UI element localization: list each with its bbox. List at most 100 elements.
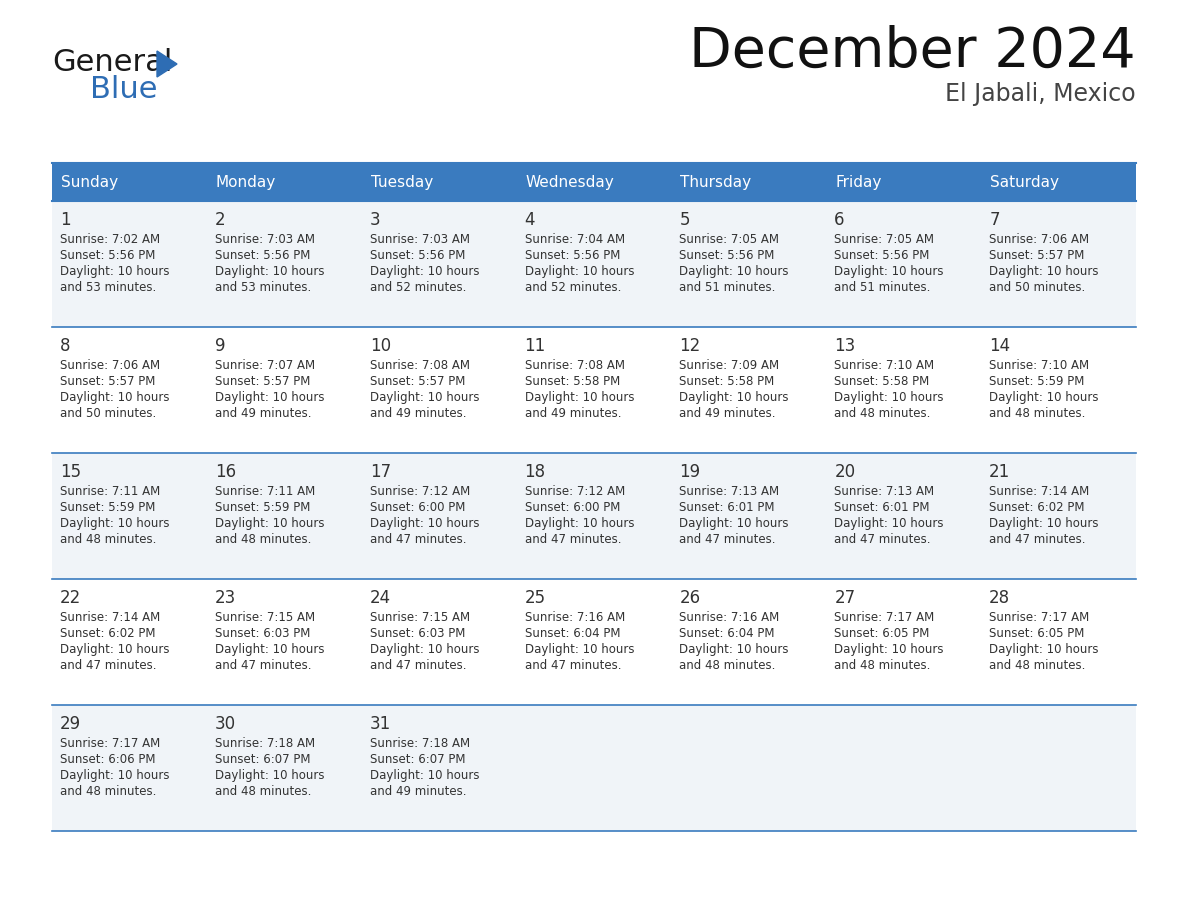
Text: and 48 minutes.: and 48 minutes. xyxy=(834,407,930,420)
Text: 11: 11 xyxy=(525,337,545,355)
Text: and 47 minutes.: and 47 minutes. xyxy=(369,533,466,546)
Text: Sunset: 5:56 PM: Sunset: 5:56 PM xyxy=(834,249,930,262)
Text: 20: 20 xyxy=(834,463,855,481)
Text: Sunset: 5:56 PM: Sunset: 5:56 PM xyxy=(369,249,465,262)
Bar xyxy=(361,579,517,705)
Bar xyxy=(827,327,981,453)
Text: Thursday: Thursday xyxy=(681,174,752,189)
Bar xyxy=(52,327,207,453)
Bar xyxy=(671,201,827,327)
Text: Daylight: 10 hours: Daylight: 10 hours xyxy=(834,265,943,278)
Bar xyxy=(671,705,827,831)
Bar xyxy=(517,579,671,705)
Bar xyxy=(671,163,827,201)
Text: and 48 minutes.: and 48 minutes. xyxy=(990,659,1086,672)
Text: Sunrise: 7:18 AM: Sunrise: 7:18 AM xyxy=(369,737,469,750)
Text: and 48 minutes.: and 48 minutes. xyxy=(215,533,311,546)
Text: Sunrise: 7:17 AM: Sunrise: 7:17 AM xyxy=(834,611,935,624)
Text: 5: 5 xyxy=(680,211,690,229)
Text: 3: 3 xyxy=(369,211,380,229)
Text: Sunrise: 7:15 AM: Sunrise: 7:15 AM xyxy=(215,611,315,624)
Bar xyxy=(827,163,981,201)
Text: Daylight: 10 hours: Daylight: 10 hours xyxy=(61,517,170,530)
Text: Sunrise: 7:18 AM: Sunrise: 7:18 AM xyxy=(215,737,315,750)
Text: Daylight: 10 hours: Daylight: 10 hours xyxy=(369,517,479,530)
Text: and 48 minutes.: and 48 minutes. xyxy=(61,533,157,546)
Text: Sunrise: 7:05 AM: Sunrise: 7:05 AM xyxy=(834,233,934,246)
Text: Sunset: 6:02 PM: Sunset: 6:02 PM xyxy=(61,627,156,640)
Bar xyxy=(827,453,981,579)
Bar xyxy=(361,201,517,327)
Text: Sunset: 6:03 PM: Sunset: 6:03 PM xyxy=(369,627,465,640)
Bar xyxy=(671,453,827,579)
Text: Sunrise: 7:03 AM: Sunrise: 7:03 AM xyxy=(369,233,469,246)
Text: Sunset: 6:04 PM: Sunset: 6:04 PM xyxy=(680,627,775,640)
Bar xyxy=(361,705,517,831)
Text: Daylight: 10 hours: Daylight: 10 hours xyxy=(834,643,943,656)
Bar xyxy=(981,705,1136,831)
Text: 15: 15 xyxy=(61,463,81,481)
Text: 7: 7 xyxy=(990,211,999,229)
Text: Daylight: 10 hours: Daylight: 10 hours xyxy=(525,643,634,656)
Bar xyxy=(981,453,1136,579)
Text: Sunrise: 7:04 AM: Sunrise: 7:04 AM xyxy=(525,233,625,246)
Text: Sunrise: 7:14 AM: Sunrise: 7:14 AM xyxy=(990,485,1089,498)
Text: Sunset: 5:58 PM: Sunset: 5:58 PM xyxy=(834,375,929,388)
Text: Daylight: 10 hours: Daylight: 10 hours xyxy=(525,265,634,278)
Text: Sunset: 6:01 PM: Sunset: 6:01 PM xyxy=(834,501,930,514)
Text: 22: 22 xyxy=(61,589,81,607)
Bar xyxy=(52,579,207,705)
Text: Sunset: 5:56 PM: Sunset: 5:56 PM xyxy=(215,249,310,262)
Text: and 52 minutes.: and 52 minutes. xyxy=(525,281,621,294)
Text: 14: 14 xyxy=(990,337,1010,355)
Text: 13: 13 xyxy=(834,337,855,355)
Text: Daylight: 10 hours: Daylight: 10 hours xyxy=(990,643,1099,656)
Bar xyxy=(517,327,671,453)
Text: Saturday: Saturday xyxy=(990,174,1060,189)
Text: and 53 minutes.: and 53 minutes. xyxy=(215,281,311,294)
Text: Sunrise: 7:09 AM: Sunrise: 7:09 AM xyxy=(680,359,779,372)
Text: Friday: Friday xyxy=(835,174,881,189)
Text: and 48 minutes.: and 48 minutes. xyxy=(680,659,776,672)
Text: Sunset: 5:59 PM: Sunset: 5:59 PM xyxy=(61,501,156,514)
Text: Sunrise: 7:14 AM: Sunrise: 7:14 AM xyxy=(61,611,160,624)
Text: 29: 29 xyxy=(61,715,81,733)
Text: Sunset: 5:56 PM: Sunset: 5:56 PM xyxy=(525,249,620,262)
Bar xyxy=(671,579,827,705)
Text: Daylight: 10 hours: Daylight: 10 hours xyxy=(834,517,943,530)
Text: Daylight: 10 hours: Daylight: 10 hours xyxy=(680,265,789,278)
Text: Sunset: 5:56 PM: Sunset: 5:56 PM xyxy=(61,249,156,262)
Text: Sunrise: 7:08 AM: Sunrise: 7:08 AM xyxy=(525,359,625,372)
Text: Sunrise: 7:06 AM: Sunrise: 7:06 AM xyxy=(61,359,160,372)
Bar xyxy=(981,201,1136,327)
Text: 1: 1 xyxy=(61,211,70,229)
Bar xyxy=(207,327,361,453)
Text: Wednesday: Wednesday xyxy=(525,174,614,189)
Text: Daylight: 10 hours: Daylight: 10 hours xyxy=(215,769,324,782)
Text: 24: 24 xyxy=(369,589,391,607)
Text: Sunset: 5:57 PM: Sunset: 5:57 PM xyxy=(990,249,1085,262)
Bar xyxy=(52,201,207,327)
Text: Daylight: 10 hours: Daylight: 10 hours xyxy=(990,517,1099,530)
Text: Sunset: 5:59 PM: Sunset: 5:59 PM xyxy=(215,501,310,514)
Bar xyxy=(827,579,981,705)
Text: Daylight: 10 hours: Daylight: 10 hours xyxy=(990,391,1099,404)
Text: Sunrise: 7:17 AM: Sunrise: 7:17 AM xyxy=(61,737,160,750)
Bar xyxy=(52,163,207,201)
Text: and 50 minutes.: and 50 minutes. xyxy=(990,281,1086,294)
Text: Sunrise: 7:10 AM: Sunrise: 7:10 AM xyxy=(834,359,935,372)
Text: and 52 minutes.: and 52 minutes. xyxy=(369,281,466,294)
Text: Daylight: 10 hours: Daylight: 10 hours xyxy=(61,769,170,782)
Text: and 51 minutes.: and 51 minutes. xyxy=(834,281,930,294)
Text: Sunrise: 7:11 AM: Sunrise: 7:11 AM xyxy=(215,485,315,498)
Text: Sunset: 6:02 PM: Sunset: 6:02 PM xyxy=(990,501,1085,514)
Text: Sunset: 6:03 PM: Sunset: 6:03 PM xyxy=(215,627,310,640)
Text: Sunrise: 7:13 AM: Sunrise: 7:13 AM xyxy=(834,485,935,498)
Text: 21: 21 xyxy=(990,463,1010,481)
Text: and 49 minutes.: and 49 minutes. xyxy=(369,785,466,798)
Text: Sunday: Sunday xyxy=(61,174,118,189)
Text: and 47 minutes.: and 47 minutes. xyxy=(215,659,311,672)
Bar xyxy=(361,163,517,201)
Text: 23: 23 xyxy=(215,589,236,607)
Bar xyxy=(517,201,671,327)
